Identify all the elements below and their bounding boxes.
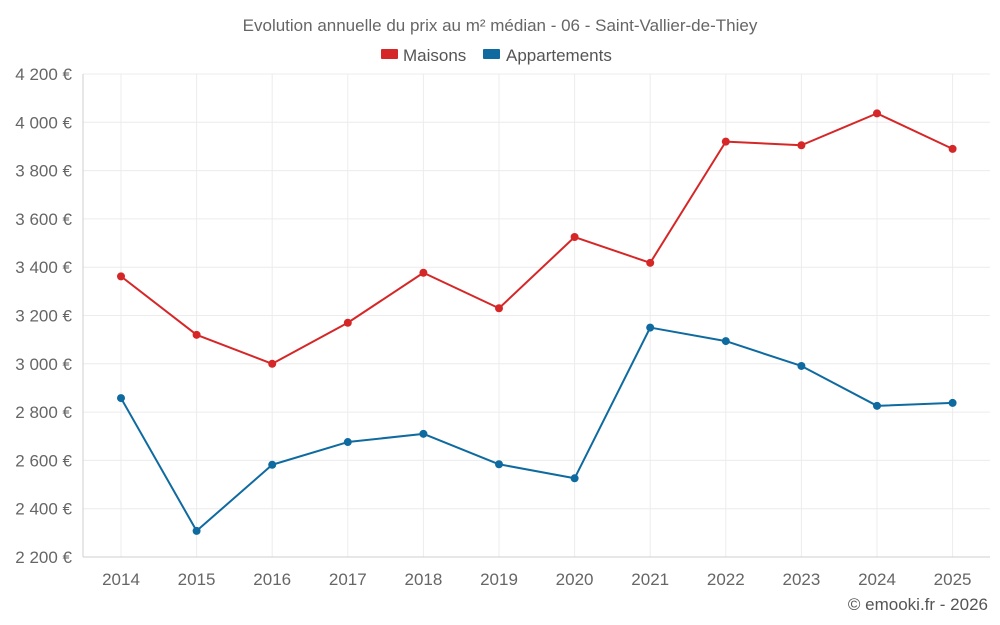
legend-item-maisons[interactable]: Maisons: [381, 46, 466, 65]
data-point[interactable]: Maisons 2024: 4037: [873, 109, 881, 118]
legend-item-appartements[interactable]: Appartements: [483, 46, 612, 65]
data-point[interactable]: Appartements 2024: 2826: [873, 401, 881, 410]
x-tick-label: 2017: [329, 570, 367, 589]
data-point[interactable]: Maisons 2014: 3362: [117, 272, 125, 281]
data-point[interactable]: Maisons 2017: 3170: [343, 318, 352, 327]
legend[interactable]: Maisons Appartements: [381, 46, 612, 65]
x-tick-label: 2024: [858, 570, 896, 589]
data-point[interactable]: Appartements 2019: 2584: [495, 460, 503, 469]
grid: [83, 73, 990, 558]
data-point[interactable]: Appartements 2022: 3094: [721, 337, 730, 346]
series-line: [120, 326, 953, 532]
data-point[interactable]: Appartements 2020: 2526: [570, 474, 579, 483]
chart-title: Evolution annuelle du prix au m² médian …: [243, 16, 758, 35]
data-point[interactable]: Appartements 2016: 2582: [268, 460, 277, 469]
data-point[interactable]: Appartements 2021: 3150: [646, 323, 655, 332]
data-point[interactable]: Maisons 2023: 3905: [797, 141, 806, 150]
data-point[interactable]: Maisons 2021: 3418: [646, 258, 655, 267]
x-tick-label: 2021: [631, 570, 669, 589]
y-tick-label: 3 000 €: [15, 355, 72, 374]
x-tick-label: 2018: [404, 570, 442, 589]
data-point[interactable]: Maisons 2020: 3525: [570, 233, 579, 242]
series: Maisons 2014: 3362 Maisons 2015: 3120 Mais…: [117, 109, 957, 535]
y-tick-label: 2 800 €: [15, 403, 72, 422]
legend-swatch: [381, 49, 398, 59]
series-appartements: Appartements 2014: 2858 Appartements 2015…: [117, 323, 957, 535]
x-tick-label: 2025: [934, 570, 972, 589]
y-tick-label: 3 200 €: [15, 307, 72, 326]
legend-label: Maisons: [403, 46, 466, 65]
data-point[interactable]: Appartements 2014: 2858: [117, 394, 125, 403]
y-tick-label: 4 200 €: [15, 65, 72, 84]
legend-label: Appartements: [506, 46, 612, 65]
data-point[interactable]: Maisons 2022: 3920: [721, 137, 730, 146]
y-tick-label: 3 600 €: [15, 210, 72, 229]
x-tick-label: 2023: [782, 570, 820, 589]
data-point[interactable]: Appartements 2018: 2710: [419, 429, 428, 438]
x-tick-label: 2019: [480, 570, 518, 589]
data-point[interactable]: Appartements 2025: 2838: [948, 398, 957, 407]
data-point[interactable]: Maisons 2015: 3120: [192, 330, 201, 339]
data-point[interactable]: Appartements 2015: 2308: [192, 526, 201, 535]
axes: 2 200 € 2 400 € 2 600 € 2 800 € 3 000 € 3 200…: [15, 65, 990, 589]
credit-text: © emooki.fr - 2026: [848, 595, 988, 614]
y-tick-label: 2 400 €: [15, 500, 72, 519]
data-point[interactable]: Appartements 2017: 2676: [343, 438, 352, 447]
series-maisons: Maisons 2014: 3362 Maisons 2015: 3120 Mais…: [117, 109, 957, 368]
x-tick-label: 2020: [556, 570, 594, 589]
data-point[interactable]: Maisons 2019: 3230: [495, 304, 503, 313]
series-line: [120, 112, 954, 365]
data-point[interactable]: Appartements 2023: 2991: [797, 361, 806, 370]
y-tick-label: 2 200 €: [15, 548, 72, 567]
y-tick-label: 4 000 €: [15, 113, 72, 132]
y-tick-label: 2 600 €: [15, 451, 72, 470]
x-tick-label: 2014: [102, 570, 140, 589]
y-tick-label: 3 800 €: [15, 162, 72, 181]
x-tick-label: 2016: [253, 570, 291, 589]
legend-swatch: [483, 49, 500, 59]
x-tick-label: 2022: [707, 570, 745, 589]
data-point[interactable]: Maisons 2018: 3377: [419, 268, 428, 277]
x-tick-label: 2015: [178, 570, 216, 589]
y-tick-label: 3 400 €: [15, 258, 72, 277]
data-point[interactable]: Maisons 2025: 3890: [948, 144, 957, 153]
